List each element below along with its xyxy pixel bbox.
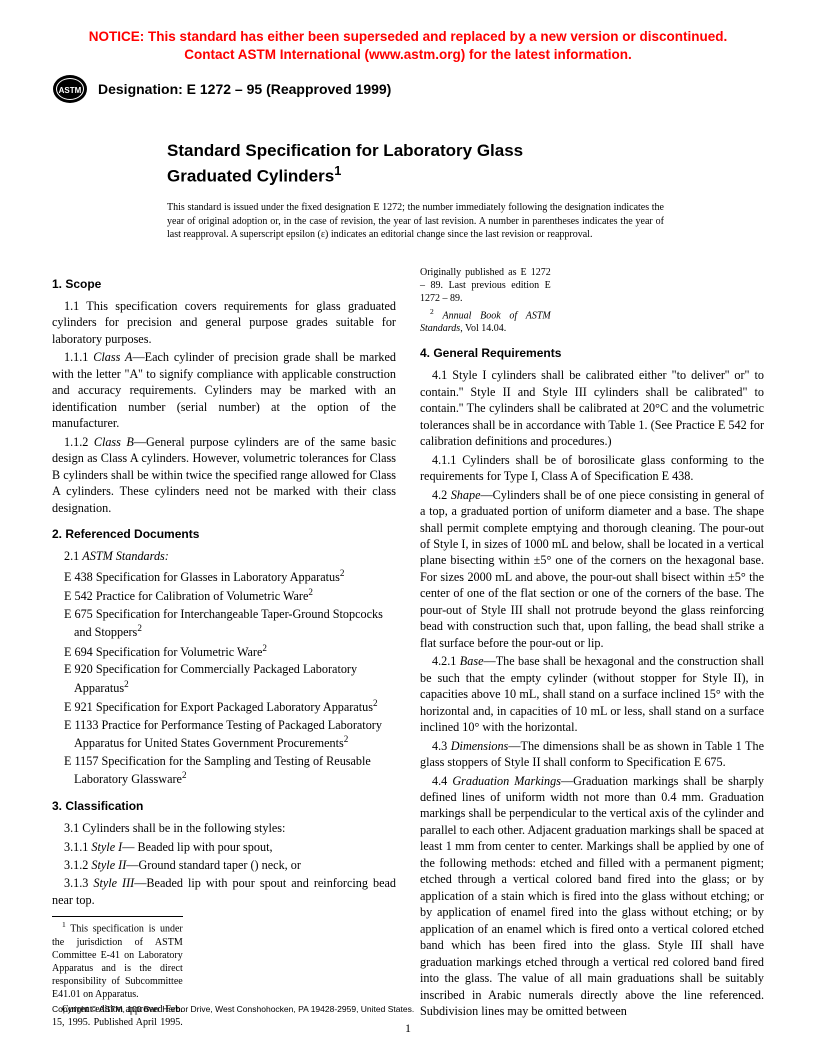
para-1-1-1: 1.1.1 Class A—Each cylinder of precision… [52,349,396,431]
notice-line2: Contact ASTM International (www.astm.org… [184,47,632,62]
para-4-2-1: 4.2.1 Base—The base shall be hexagonal a… [420,653,764,735]
para-3-1: 3.1 Cylinders shall be in the following … [52,820,396,836]
ref-item: E 542 Practice for Calibration of Volume… [52,586,396,605]
ref-item: E 438 Specification for Glasses in Labor… [52,567,396,586]
ref-item: E 1133 Practice for Performance Testing … [52,717,396,752]
section-3-head: 3. Classification [52,798,396,814]
section-2-head: 2. Referenced Documents [52,526,396,542]
ref-item: E 920 Specification for Commercially Pac… [52,661,396,696]
para-4-3: 4.3 Dimensions—The dimensions shall be a… [420,738,764,771]
ref-item: E 1157 Specification for the Sampling an… [52,753,396,788]
page: NOTICE: This standard has either been su… [0,0,816,1056]
body-columns: 1. Scope 1.1 This specification covers r… [52,266,764,1029]
astm-logo-icon: ASTM [52,74,88,104]
para-4-2: 4.2 Shape—Cylinders shall be of one piec… [420,487,764,652]
section-1-head: 1. Scope [52,276,396,292]
issued-note: This standard is issued under the fixed … [167,201,664,242]
footnote-1: 1 This specification is under the jurisd… [52,920,183,1000]
designation: Designation: E 1272 – 95 (Reapproved 199… [98,81,391,97]
ref-item: E 675 Specification for Interchangeable … [52,606,396,641]
para-4-1: 4.1 Style I cylinders shall be calibrate… [420,367,764,449]
header-row: ASTM Designation: E 1272 – 95 (Reapprove… [52,74,764,104]
ref-item: E 921 Specification for Export Packaged … [52,697,396,716]
footnote-2: 2 Annual Book of ASTM Standards, Vol 14.… [420,307,551,335]
para-4-4: 4.4 Graduation Markings—Graduation marki… [420,773,764,1020]
para-1-1-2: 1.1.2 Class B—General purpose cylinders … [52,434,396,516]
page-number: 1 [0,1021,816,1036]
title-superscript: 1 [334,163,341,178]
section-4-head: 4. General Requirements [420,345,764,361]
para-2-1: 2.1 ASTM Standards: [64,548,396,564]
para-3-1-1: 3.1.1 Style I— Beaded lip with pour spou… [52,839,396,855]
para-3-1-2: 3.1.2 Style II—Ground standard taper () … [52,857,396,873]
title-line1: Standard Specification for Laboratory Gl… [167,141,523,160]
copyright: Copyright © ASTM, 100 Barr Harbor Drive,… [52,1004,414,1014]
ref-item: E 694 Specification for Volumetric Ware2 [52,642,396,661]
notice-banner: NOTICE: This standard has either been su… [52,28,764,64]
para-4-1-1: 4.1.1 Cylinders shall be of borosilicate… [420,452,764,485]
para-3-1-3: 3.1.3 Style III—Beaded lip with pour spo… [52,875,396,908]
para-1-1: 1.1 This specification covers requiremen… [52,298,396,347]
svg-text:ASTM: ASTM [59,86,82,95]
document-title: Standard Specification for Laboratory Gl… [167,140,604,187]
title-line2: Graduated Cylinders [167,166,334,185]
notice-line1: NOTICE: This standard has either been su… [89,29,727,44]
